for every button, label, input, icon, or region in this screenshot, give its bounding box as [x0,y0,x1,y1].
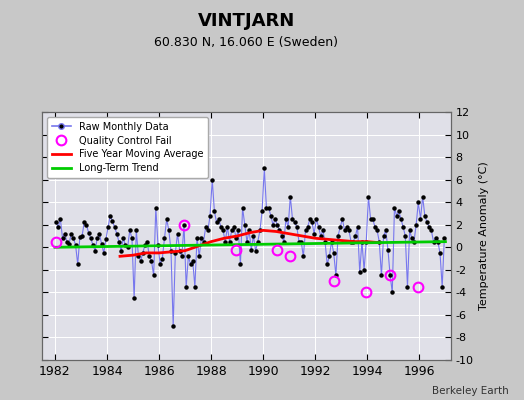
Legend: Raw Monthly Data, Quality Control Fail, Five Year Moving Average, Long-Term Tren: Raw Monthly Data, Quality Control Fail, … [47,117,208,178]
Text: VINTJARN: VINTJARN [198,12,295,30]
Y-axis label: Temperature Anomaly (°C): Temperature Anomaly (°C) [479,162,489,310]
Text: Berkeley Earth: Berkeley Earth [432,386,508,396]
Text: 60.830 N, 16.060 E (Sweden): 60.830 N, 16.060 E (Sweden) [154,36,339,49]
